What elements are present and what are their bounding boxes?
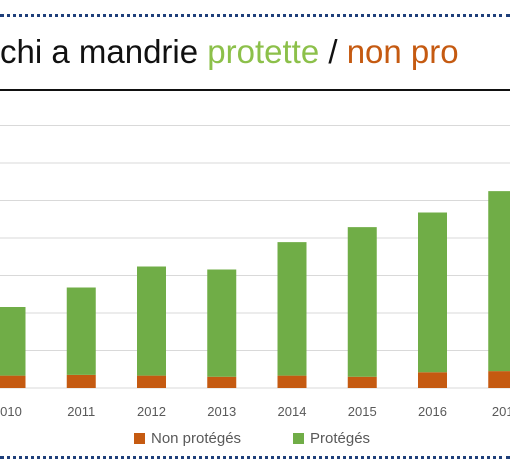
legend-label-proteges: Protégés [310,430,370,447]
bar-non-proteges [347,376,377,388]
bar-non-proteges [66,374,96,388]
bar-non-proteges [207,376,237,388]
bar-non-proteges [0,375,26,388]
x-tick-label: 010 [0,404,22,419]
bar-proteges [137,266,166,376]
x-tick-label: 2014 [278,404,307,419]
x-tick-label: 2015 [348,404,377,419]
legend-swatch-proteges [293,433,304,444]
x-tick-label: 2012 [137,404,166,419]
legend-swatch-non-proteges [134,433,145,444]
x-tick-label: 201 [492,404,510,419]
bar-non-proteges [137,375,166,388]
title-protected-word: protette [207,33,320,70]
bar-proteges [347,227,377,377]
bar-proteges [488,191,510,372]
bar-proteges [207,269,237,377]
chart-title: chi a mandrie protette / non pro [0,32,510,72]
title-unprotected-word: non pro [346,33,459,70]
bar-proteges [418,212,447,373]
bar-proteges [277,242,307,376]
bar-non-proteges [418,372,447,388]
bar-non-proteges [277,375,307,388]
x-tick-label: 2011 [67,404,95,419]
x-tick-label: 2016 [418,404,447,419]
legend-label-non-proteges: Non protégés [151,430,241,447]
title-underline [0,89,510,91]
title-separator: / [319,33,347,70]
bar-non-proteges [488,371,510,388]
frame-bottom-border [0,456,510,459]
frame-top-border [0,14,510,17]
x-tick-label: 2013 [207,404,236,419]
bar-proteges [0,307,26,376]
title-prefix: chi a mandrie [0,33,208,70]
bar-proteges [66,287,96,375]
